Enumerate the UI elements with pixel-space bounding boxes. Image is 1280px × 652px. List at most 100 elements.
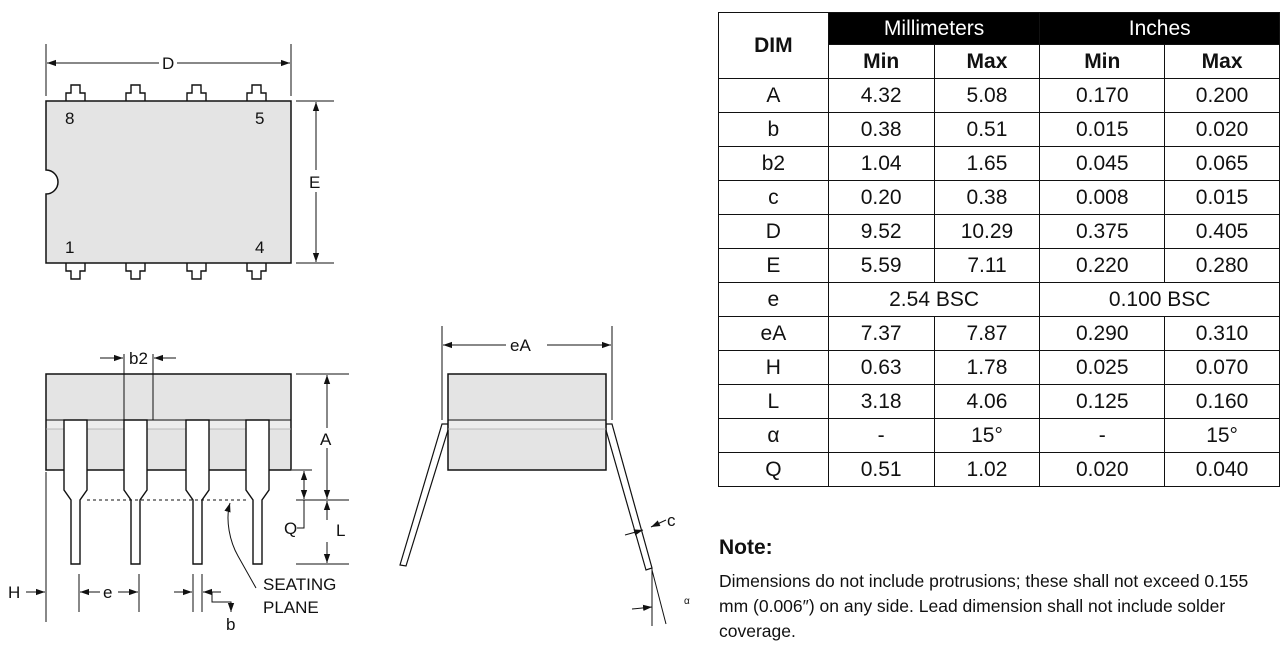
- note-text: Dimensions do not include protrusions; t…: [719, 571, 1249, 641]
- side-view-leads: [63, 419, 270, 565]
- table-cell: -: [827, 418, 935, 453]
- table-row: b 0.38 0.51 0.015 0.020: [718, 112, 1280, 147]
- end-view: eA c α: [399, 326, 690, 626]
- table-cell: 15°: [1164, 418, 1280, 453]
- table-cell: b2: [718, 146, 829, 181]
- package-body-top: [45, 100, 292, 264]
- table-row: H 0.63 1.78 0.025 0.070: [718, 350, 1280, 385]
- table-cell: 0.025: [1039, 350, 1166, 385]
- header-millimeters: Millimeters: [827, 12, 1041, 45]
- table-row: A 4.32 5.08 0.170 0.200: [718, 78, 1280, 113]
- table-cell: 1.04: [827, 146, 935, 181]
- alpha-label: α: [684, 596, 690, 607]
- table-cell: e: [718, 282, 829, 317]
- top-view: 8 5 1 4 D E: [45, 44, 334, 280]
- table-row: Q 0.51 1.02 0.020 0.040: [718, 452, 1280, 487]
- table-cell: 0.125: [1039, 384, 1166, 419]
- table-cell: 0.040: [1164, 452, 1280, 487]
- table-cell: Q: [718, 452, 829, 487]
- pin-label-8: 8: [65, 109, 74, 128]
- c-arrow-left: [624, 529, 644, 536]
- table-row: b2 1.04 1.65 0.045 0.065: [718, 146, 1280, 181]
- h-label: H: [8, 583, 20, 602]
- header-mm-min: Min: [827, 44, 935, 79]
- table-cell: 0.38: [827, 112, 935, 147]
- dimension-table: DIM Millimeters Inches Min Max Min Max A…: [718, 12, 1280, 487]
- table-cell: D: [718, 214, 829, 249]
- table-cell: eA: [718, 316, 829, 351]
- seating-plane-label-1: SEATING: [263, 575, 336, 594]
- table-cell: 0.51: [933, 112, 1041, 147]
- c-label: c: [667, 511, 676, 530]
- table-cell: 0.220: [1039, 248, 1166, 283]
- table-cell: 4.32: [827, 78, 935, 113]
- table-cell: 1.78: [933, 350, 1041, 385]
- table-row: α - 15° - 15°: [718, 418, 1280, 453]
- table-cell: 0.170: [1039, 78, 1166, 113]
- table-cell: 0.015: [1164, 180, 1280, 215]
- b-label: b: [226, 615, 235, 634]
- table-cell: 0.405: [1164, 214, 1280, 249]
- table-cell: 4.06: [933, 384, 1041, 419]
- table-cell: 7.87: [933, 316, 1041, 351]
- table-cell: α: [718, 418, 829, 453]
- package-outline-drawing: 8 5 1 4 D E b2: [8, 44, 690, 634]
- table-cell: 0.20: [827, 180, 935, 215]
- table-row: L 3.18 4.06 0.125 0.160: [718, 384, 1280, 419]
- table-cell: c: [718, 180, 829, 215]
- table-row: E 5.59 7.11 0.220 0.280: [718, 248, 1280, 283]
- header-in-max: Max: [1164, 44, 1280, 79]
- alpha-lead-extension: [651, 569, 667, 625]
- header-mm-max: Max: [933, 44, 1041, 79]
- end-view-lead-left: [399, 423, 449, 567]
- table-cell: 9.52: [827, 214, 935, 249]
- table-cell: 10.29: [933, 214, 1041, 249]
- e-label: E: [309, 173, 320, 192]
- table-cell: 0.375: [1039, 214, 1166, 249]
- table-cell: 3.18: [827, 384, 935, 419]
- d-label: D: [162, 54, 174, 73]
- seating-plane-leader: [224, 502, 257, 589]
- table-cell: 0.045: [1039, 146, 1166, 181]
- table-cell: 7.11: [933, 248, 1041, 283]
- top-view-pins-lower: [65, 263, 267, 280]
- seating-plane-label-2: PLANE: [263, 598, 319, 617]
- table-cell: 0.51: [827, 452, 935, 487]
- table-cell: 0.63: [827, 350, 935, 385]
- header-dim: DIM: [718, 12, 829, 79]
- table-cell-merged: 0.100 BSC: [1039, 282, 1280, 317]
- table-cell: 0.070: [1164, 350, 1280, 385]
- table-cell: E: [718, 248, 829, 283]
- side-view: b2 A Q L H e b: [8, 349, 349, 634]
- table-cell: 0.38: [933, 180, 1041, 215]
- table-cell: 1.65: [933, 146, 1041, 181]
- table-row: c 0.20 0.38 0.008 0.015: [718, 180, 1280, 215]
- body-parting-band: [47, 421, 290, 429]
- table-cell: 0.020: [1164, 112, 1280, 147]
- table-cell: 0.200: [1164, 78, 1280, 113]
- c-arrow-right: [650, 519, 667, 528]
- note-title: Note:: [719, 536, 773, 559]
- table-cell: 5.59: [827, 248, 935, 283]
- table-cell-merged: 2.54 BSC: [827, 282, 1041, 317]
- e-pitch-label: e: [103, 583, 112, 602]
- l-label: L: [336, 521, 345, 540]
- table-cell: 5.08: [933, 78, 1041, 113]
- table-cell: 0.280: [1164, 248, 1280, 283]
- ea-label: eA: [510, 336, 531, 355]
- top-view-pins-upper: [65, 84, 267, 101]
- table-cell: 15°: [933, 418, 1041, 453]
- table-cell: 0.310: [1164, 316, 1280, 351]
- b2-label: b2: [129, 349, 148, 368]
- pin-label-5: 5: [255, 109, 264, 128]
- table-cell: 1.02: [933, 452, 1041, 487]
- table-cell: 7.37: [827, 316, 935, 351]
- q-leader: [297, 500, 305, 529]
- header-in-min: Min: [1039, 44, 1166, 79]
- pin-label-1: 1: [65, 238, 74, 257]
- end-view-lead-right: [605, 423, 653, 571]
- pin-label-4: 4: [255, 238, 264, 257]
- table-cell: 0.290: [1039, 316, 1166, 351]
- table-cell: L: [718, 384, 829, 419]
- table-cell: 0.160: [1164, 384, 1280, 419]
